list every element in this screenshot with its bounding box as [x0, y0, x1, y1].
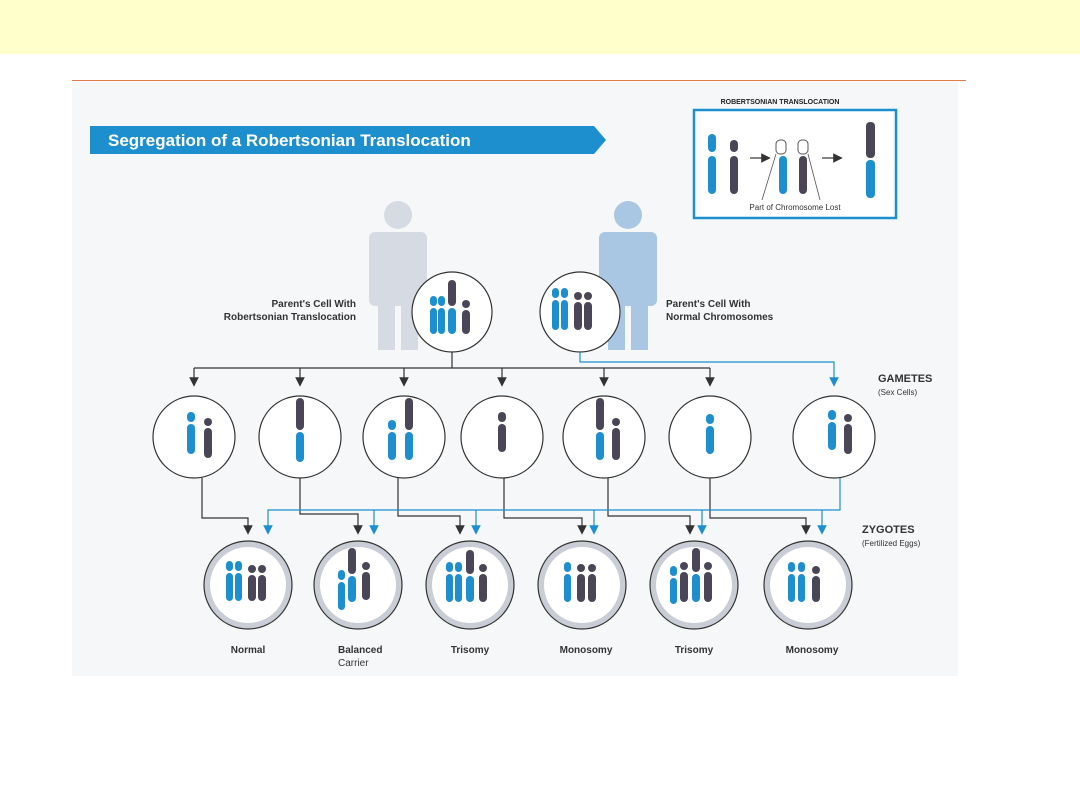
parent-cell-normal-chromosomes: [552, 288, 592, 330]
gamete-cell-6: [668, 395, 752, 479]
outcome-label-carrier: Carrier: [338, 658, 369, 669]
robertsonian-segregation-diagram: Segregation of a Robertsonian Translocat…: [90, 99, 932, 669]
gamete-connectors: [189, 352, 839, 387]
zygote-cell-balanced-carrier: [313, 540, 403, 630]
zygote-connectors: [201, 478, 841, 535]
outcome-label-normal: Normal: [231, 645, 266, 656]
inset-chromosomes: [708, 122, 875, 201]
title-banner: [90, 126, 606, 154]
zygotes-sublabel: (Fertilized Eggs): [862, 539, 921, 548]
gamete-cell-4: [460, 395, 544, 479]
gamete-cell-7: [792, 395, 876, 479]
gamete-cell-2: [258, 395, 342, 479]
inset-box: [692, 108, 898, 220]
inset-heading: ROBERTSONIAN TRANSLOCATION: [721, 99, 840, 106]
zygotes-label: ZYGOTES: [862, 524, 915, 536]
inset-caption: Part of Chromosome Lost: [749, 203, 841, 212]
parent-cell-carrier-chromosomes: [430, 280, 470, 334]
outcome-label-monosomy-1: Monosomy: [560, 645, 613, 656]
zygote-cell-normal: [203, 540, 293, 630]
zygote-cell-trisomy-1: [425, 540, 515, 630]
parent-normal-label-2: Normal Chromosomes: [666, 312, 774, 323]
outcome-label-trisomy-2: Trisomy: [675, 645, 714, 656]
gamete-cell-5: [562, 395, 646, 479]
zygote-cell-monosomy-2: [763, 540, 853, 630]
zygote-cell-monosomy-1: [537, 540, 627, 630]
outcome-label-monosomy-2: Monosomy: [786, 645, 839, 656]
gametes-sublabel: (Sex Cells): [878, 388, 917, 397]
gamete-cell-1: [152, 395, 236, 479]
diagram-title: Segregation of a Robertsonian Translocat…: [108, 131, 471, 150]
outcome-label-balanced: Balanced: [338, 645, 382, 656]
zygote-cell-trisomy-2: [649, 540, 739, 630]
slide-header-band: [0, 0, 1080, 54]
outcome-label-trisomy-1: Trisomy: [451, 645, 490, 656]
gamete-cell-3: [362, 395, 446, 479]
parent-normal-label-1: Parent's Cell With: [666, 299, 751, 310]
gametes-label: GAMETES: [878, 373, 932, 385]
header-divider: [72, 80, 966, 81]
parent-carrier-label-2: Robertsonian Translocation: [224, 312, 356, 323]
parent-carrier-label-1: Parent's Cell With: [271, 299, 356, 310]
